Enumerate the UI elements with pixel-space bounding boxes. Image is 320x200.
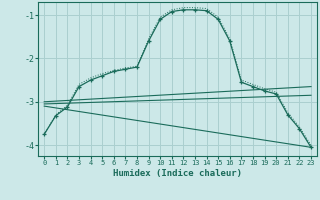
X-axis label: Humidex (Indice chaleur): Humidex (Indice chaleur) [113, 169, 242, 178]
